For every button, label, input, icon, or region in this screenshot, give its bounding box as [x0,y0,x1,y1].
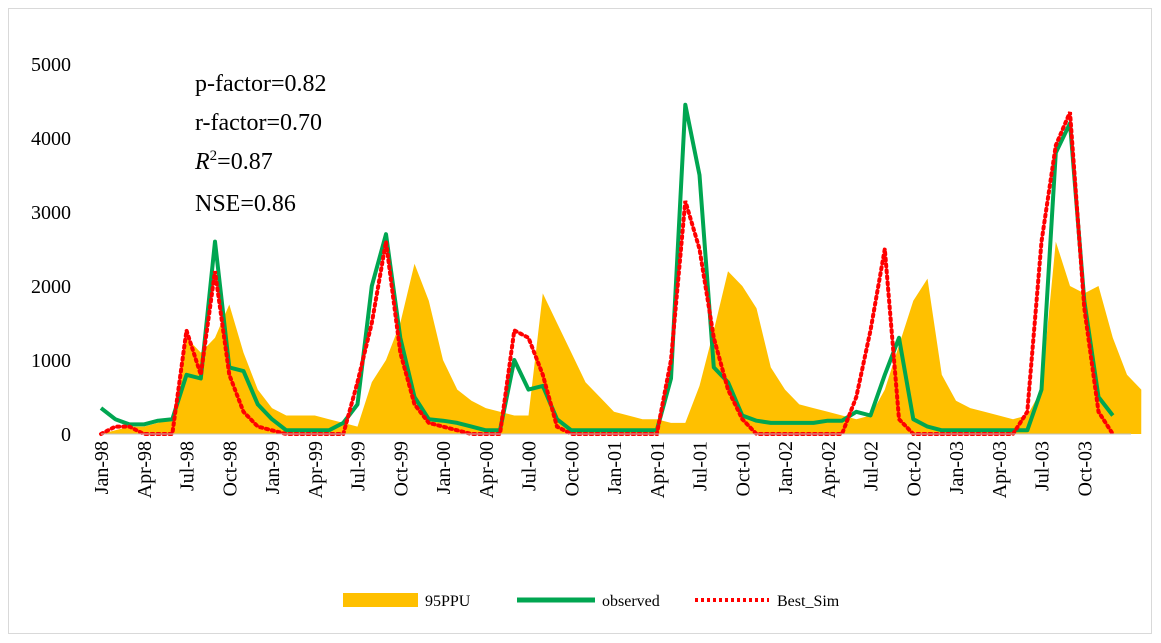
x-tick-label: Apr-01 [647,441,669,498]
x-tick-label: Apr-02 [818,441,840,498]
r-squared-exponent: 2 [210,148,218,164]
x-tick-label: Jan-00 [433,441,455,494]
x-tick-label: Jan-99 [262,441,284,494]
chart-frame: 0 1000 2000 3000 4000 5000 Jan-98 Apr-98 Jul-98… [8,8,1152,634]
x-tick-label: Jul-99 [348,441,370,491]
x-tick-label: Apr-03 [989,441,1011,498]
series-95ppu-area [101,241,1142,434]
x-tick-label: Oct-02 [903,441,925,497]
x-tick-label: Apr-00 [476,441,498,498]
x-tick-label: Jul-98 [177,441,199,491]
legend-label-best-sim: Best_Sim [777,593,840,610]
r-squared-symbol: R [194,149,210,175]
r-squared-label: R2=0.87 [194,148,273,175]
x-axis: Jan-98 Apr-98 Jul-98 Oct-98 Jan-99 Apr-99 Jul-… [91,441,1096,498]
x-tick-label: Oct-03 [1074,441,1096,497]
x-tick-label: Jul-00 [519,441,541,491]
x-tick-label: Oct-99 [390,441,412,497]
x-tick-label: Jan-01 [604,441,626,494]
nse-label: NSE=0.86 [195,191,296,217]
x-tick-label: Oct-00 [561,441,583,497]
chart: 0 1000 2000 3000 4000 5000 Jan-98 Apr-98 Jul-98… [31,54,1142,610]
y-tick-label: 5000 [31,54,71,76]
p-factor-label: p-factor=0.82 [195,71,326,97]
legend-label-observed: observed [602,593,660,610]
x-tick-label: Jan-03 [946,441,968,494]
y-tick-label: 1000 [31,350,71,372]
legend-swatch-95ppu [343,593,418,607]
x-tick-label: Oct-01 [732,441,754,497]
band-layer [101,241,1142,434]
fit-statistics: p-factor=0.82 r-factor=0.70 R2=0.87 NSE=… [194,71,326,217]
x-tick-label: Jul-01 [690,441,712,491]
r-factor-label: r-factor=0.70 [195,110,322,136]
x-tick-label: Jul-03 [1032,441,1054,491]
y-tick-label: 3000 [31,202,71,224]
y-axis: 0 1000 2000 3000 4000 5000 [31,54,71,446]
x-tick-label: Apr-98 [134,441,156,498]
x-tick-label: Jan-02 [775,441,797,494]
y-tick-label: 0 [61,424,71,446]
y-tick-label: 2000 [31,276,71,298]
x-tick-label: Jan-98 [91,441,113,494]
y-tick-label: 4000 [31,128,71,150]
x-tick-label: Oct-98 [219,441,241,497]
legend: 95PPU observed Best_Sim [343,593,840,610]
series-observed-line [99,102,1115,433]
x-tick-label: Apr-99 [305,441,327,498]
legend-label-95ppu: 95PPU [425,593,471,610]
r-squared-value: =0.87 [217,149,273,175]
x-tick-label: Jul-02 [861,441,883,491]
